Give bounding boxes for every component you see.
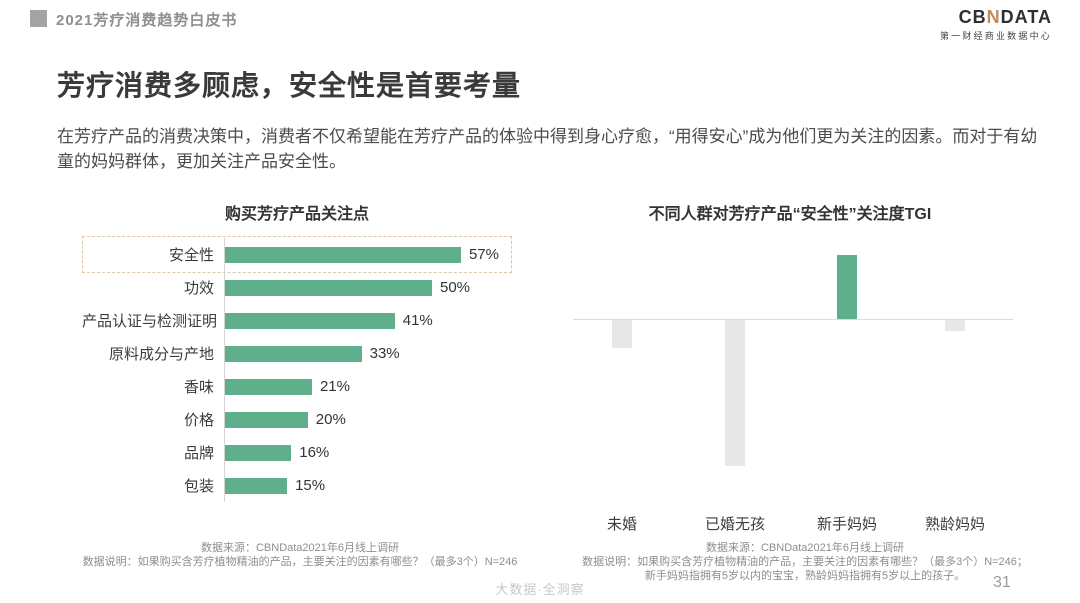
hbar-row: 价格 20%: [82, 403, 512, 436]
hbar-value-label: 57%: [468, 246, 499, 263]
hbar-row: 香味 21%: [82, 370, 512, 403]
hbar-track: 21%: [224, 370, 512, 403]
tgi-bar: [837, 255, 857, 319]
hbar-row: 功效 50%: [82, 271, 512, 304]
tgi-bar: [725, 320, 745, 466]
logo-text-n: N: [986, 7, 1001, 27]
hbar-category-label: 产品认证与检测证明: [82, 313, 218, 330]
footnote-right-note-1: 数据说明：如果购买含芳疗植物精油的产品，主要关注的因素有哪些？（最多3个）N=2…: [582, 556, 1028, 568]
hbar-track: 20%: [224, 403, 512, 436]
hbar: [225, 279, 432, 296]
hbar-value-label: 20%: [315, 411, 346, 428]
hbar-category-label: 品牌: [183, 445, 214, 462]
hbar-track: 33%: [224, 337, 512, 370]
tgi-category-label: 新手妈妈: [816, 516, 877, 533]
cbndata-logo-wordmark: CBNDATA: [959, 8, 1052, 26]
hbar: [225, 345, 362, 362]
body-paragraph: 在芳疗产品的消费决策中，消费者不仅希望能在芳疗产品的体验中得到身心疗愈，“用得安…: [57, 127, 1038, 171]
hbar-row: 包装 15%: [82, 469, 512, 502]
hbar-value-label: 21%: [319, 378, 350, 395]
hbar-track: 50%: [224, 271, 512, 304]
document-title: 2021芳疗消费趋势白皮书: [56, 12, 238, 29]
hbar: [225, 246, 461, 263]
tgi-chart-title: 不同人群对芳疗产品“安全性”关注度TGI: [648, 206, 932, 223]
footnote-left-source: 数据来源：CBNData2021年6月线上调研: [200, 542, 400, 554]
hbar-value-label: 50%: [440, 279, 471, 296]
hbar-category-label: 安全性: [168, 247, 214, 264]
tgi-category-label: 未婚: [606, 516, 637, 533]
hbar-row: 原料成分与产地 33%: [82, 337, 512, 370]
hbar: [225, 444, 292, 461]
tgi-plot: 未婚 已婚无孩 新手妈妈 熟龄妈妈: [565, 237, 1015, 537]
footnote-right-note-2: 新手妈妈指拥有5岁以内的宝宝，熟龄妈妈指拥有5岁以上的孩子。: [644, 570, 966, 582]
footnote-left-note: 数据说明：如果购买含芳疗植物精油的产品，主要关注的因素有哪些？（最多3个）N=2…: [82, 556, 518, 568]
page-number: 31: [993, 574, 1011, 591]
cbndata-logo: CBNDATA 第一财经商业数据中心: [940, 8, 1052, 42]
tgi-category-label: 熟龄妈妈: [924, 516, 985, 533]
hbar-track: 15%: [224, 469, 512, 502]
cbndata-logo-subtitle: 第一财经商业数据中心: [939, 31, 1052, 41]
hbar-row: 品牌 16%: [82, 436, 512, 469]
header-square-icon: [30, 10, 47, 27]
footnote-left: 数据来源：CBNData2021年6月线上调研 数据说明：如果购买含芳疗植物精油…: [55, 541, 545, 569]
tgi-category-label: 已婚无孩: [704, 516, 765, 533]
hbar: [225, 378, 312, 395]
hbar-category-label: 香味: [183, 379, 214, 396]
focus-points-chart: 购买芳疗产品关注点 安全性 57% 功效 50% 产品认证与检测证明 41% 原料成分与产地…: [82, 200, 512, 502]
tgi-baseline-axis: [573, 319, 1013, 320]
hbar: [225, 312, 395, 329]
footnote-right: 数据来源：CBNData2021年6月线上调研 数据说明：如果购买含芳疗植物精油…: [555, 541, 1055, 583]
hbar-track: 57%: [224, 238, 512, 271]
focus-points-chart-rows: 安全性 57% 功效 50% 产品认证与检测证明 41% 原料成分与产地 33% 香味 21% 价格…: [82, 236, 512, 502]
footer-watermark: 大数据·全洞察: [495, 582, 585, 597]
tgi-bar: [945, 320, 965, 331]
footnote-right-source: 数据来源：CBNData2021年6月线上调研: [705, 542, 905, 554]
hbar: [225, 477, 288, 494]
logo-text-cb: CB: [958, 7, 987, 27]
page-title: 芳疗消费多顾虑，安全性是首要考量: [57, 70, 522, 101]
logo-text-data: DATA: [1000, 7, 1052, 27]
hbar-category-label: 功效: [183, 280, 214, 297]
hbar-value-label: 16%: [299, 444, 330, 461]
tgi-chart: 不同人群对芳疗产品“安全性”关注度TGI 未婚 已婚无孩 新手妈妈 熟龄妈妈: [565, 200, 1015, 540]
hbar-category-label: 包装: [183, 478, 214, 495]
hbar-track: 41%: [224, 304, 512, 337]
hbar-value-label: 41%: [402, 312, 433, 329]
focus-points-chart-title: 购买芳疗产品关注点: [224, 206, 369, 223]
hbar-category-label: 价格: [183, 412, 214, 429]
hbar: [225, 411, 308, 428]
hbar-row: 产品认证与检测证明 41%: [82, 304, 512, 337]
hbar-track: 16%: [224, 436, 512, 469]
hbar-row: 安全性 57%: [82, 236, 512, 273]
hbar-value-label: 33%: [369, 345, 400, 362]
hbar-value-label: 15%: [295, 477, 326, 494]
hbar-category-label: 原料成分与产地: [108, 346, 214, 363]
tgi-bar: [612, 320, 632, 348]
